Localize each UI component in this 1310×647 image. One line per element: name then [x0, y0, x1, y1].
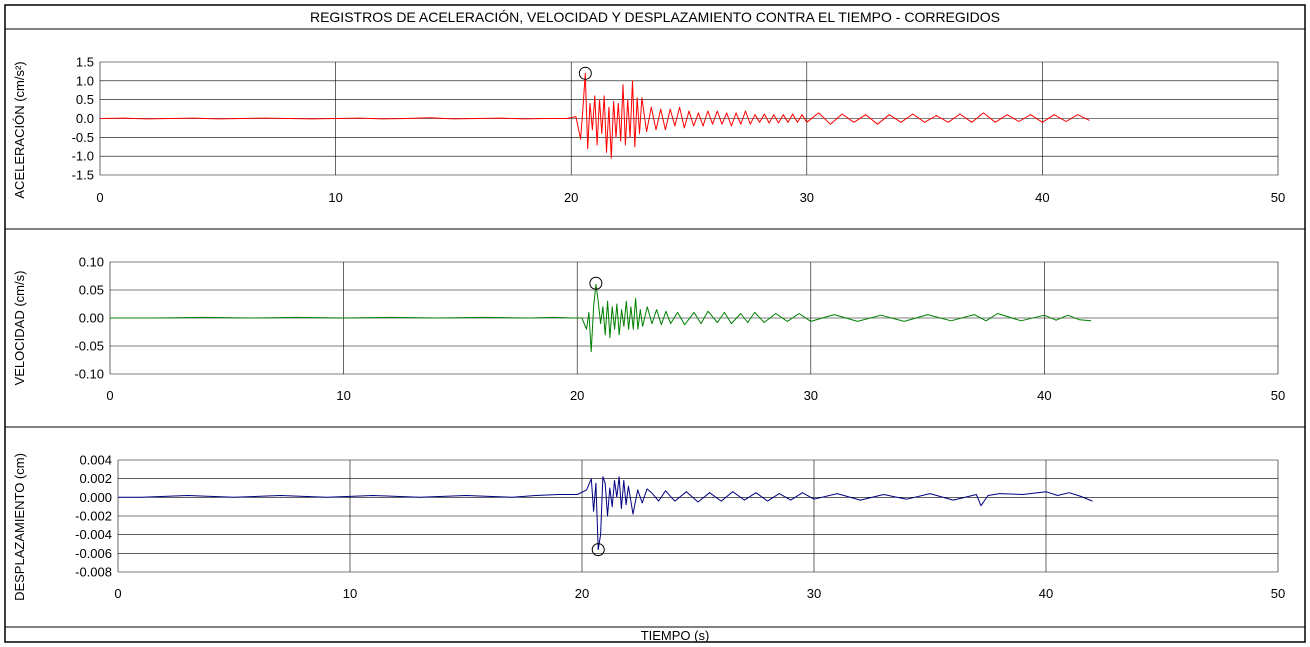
y-tick-label: -0.004: [75, 527, 112, 542]
x-tick-label: 0: [96, 190, 103, 205]
displacement-plot-area: 0.004 0.002 0.000 -0.002 -0.004 -0.006 -0.0080…: [75, 453, 1285, 602]
x-tick-label: 20: [564, 190, 578, 205]
peak-marker: [589, 276, 603, 290]
acceleration-panel: ACELERACIÓN (cm/s²) 1.5 1.0 0.5 0.0 -0.5 -1.0…: [4, 28, 1306, 230]
x-tick-label: 0: [106, 388, 113, 403]
x-tick-label: 10: [328, 190, 342, 205]
y-tick-label: -1.0: [72, 149, 94, 164]
x-tick-label: 50: [1271, 388, 1285, 403]
acceleration-plot-area: 1.5 1.0 0.5 0.0 -0.5 -1.0 -1.50 10 20 30 40 50: [72, 55, 1286, 206]
y-tick-label: -0.002: [75, 509, 112, 524]
y-tick-label: 0.004: [79, 453, 112, 468]
velocity-plot-area: 0.10 0.05 0.00 -0.05 -0.100 10 20 30 40 50: [74, 255, 1285, 404]
y-tick-label: 0.00: [79, 311, 104, 326]
y-tick-label: 0.000: [79, 490, 112, 505]
displacement-panel: DESPLAZAMIENTO (cm) 0.004 0.002 0.000 -0.00…: [4, 426, 1306, 628]
x-tick-label: 40: [1039, 586, 1053, 601]
x-tick-label: 0: [114, 586, 121, 601]
x-tick-label: 40: [1035, 190, 1049, 205]
series-line: [99, 72, 1090, 159]
y-tick-label: 0.0: [76, 111, 94, 126]
x-tick-label: 20: [575, 586, 589, 601]
acceleration-y-axis-label: ACELERACIÓN (cm/s²): [12, 61, 27, 198]
y-tick-label: 0.5: [76, 92, 94, 107]
y-tick-label: -0.5: [72, 130, 94, 145]
displacement-y-axis-label: DESPLAZAMIENTO (cm): [12, 453, 27, 601]
y-tick-label: 1.0: [76, 73, 94, 88]
y-tick-label: 0.05: [79, 283, 104, 298]
y-tick-label: -0.006: [75, 546, 112, 561]
x-tick-label: 30: [807, 586, 821, 601]
x-tick-label: 20: [570, 388, 584, 403]
outer-frame: [4, 4, 1306, 643]
x-tick-label: 10: [343, 586, 357, 601]
peak-marker: [591, 543, 605, 557]
x-tick-label: 30: [800, 190, 814, 205]
figure-title: REGISTROS DE ACELERACIÓN, VELOCIDAD Y DE…: [310, 9, 1000, 25]
peak-marker: [578, 66, 592, 80]
x-tick-label: 40: [1037, 388, 1051, 403]
y-tick-label: -0.10: [74, 367, 104, 382]
y-tick-label: 1.5: [76, 55, 94, 70]
velocity-y-axis-label: VELOCIDAD (cm/s): [12, 271, 27, 386]
x-tick-label: 50: [1271, 586, 1285, 601]
y-tick-label: -1.5: [72, 168, 94, 183]
y-tick-label: 0.002: [79, 471, 112, 486]
y-tick-label: 0.10: [79, 255, 104, 270]
series-line: [110, 283, 1092, 353]
series-line: [118, 476, 1093, 551]
x-tick-label: 50: [1271, 190, 1285, 205]
x-axis-label: TIEMPO (s): [641, 628, 710, 643]
y-tick-label: -0.05: [74, 339, 104, 354]
y-tick-label: -0.008: [75, 565, 112, 580]
x-tick-label: 10: [336, 388, 350, 403]
x-tick-label: 30: [804, 388, 818, 403]
